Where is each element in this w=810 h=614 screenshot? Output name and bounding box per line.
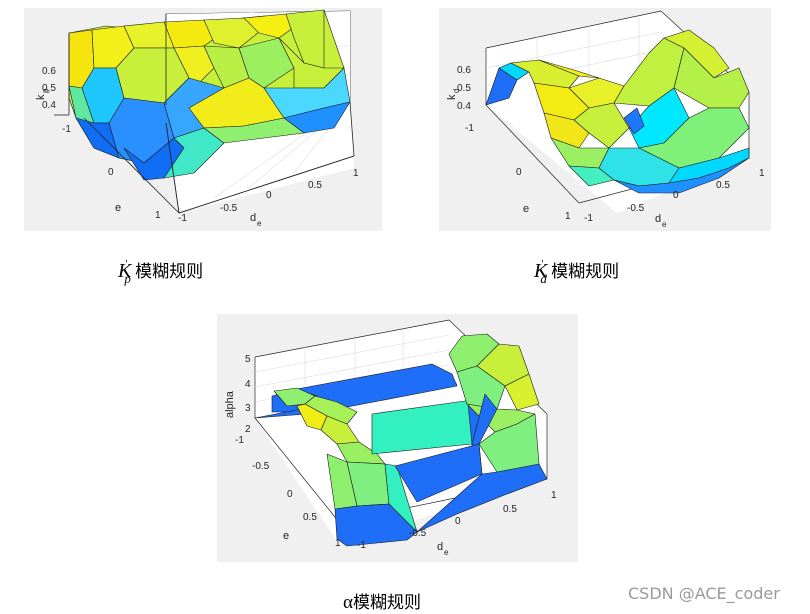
- alpha-caption: α模糊规则: [343, 588, 421, 614]
- kp-caption-sup: ': [125, 258, 128, 270]
- alpha-y-tick-3: 0.5: [303, 512, 317, 523]
- kd-y-label: e: [523, 203, 529, 215]
- kd-z-tick-1: 0.5: [457, 83, 471, 94]
- kp-x-tick-3: 0.5: [308, 180, 322, 191]
- kp-surface-svg: 0.6 0.5 0.4 k p -1 0 1 e -1 -0.5 0 0.5 1…: [35, 9, 359, 228]
- kp-y-label: e: [115, 202, 121, 214]
- alpha-z-tick-2: 3: [245, 403, 251, 414]
- kd-caption: K'd 模糊规则: [534, 257, 620, 286]
- kd-z-tick-2: 0.4: [457, 101, 471, 112]
- kd-x-label-sub: e: [662, 220, 667, 229]
- kd-x-tick-3: 0.5: [716, 180, 730, 191]
- alpha-surface-svg: 5 4 3 2 alpha -1 -0.5 0 0.5 1 e -1 -0.5 …: [224, 319, 557, 557]
- kp-y-tick-2: 1: [155, 210, 161, 221]
- kd-y-tick-0: -1: [465, 123, 474, 134]
- kp-caption: K'p 模糊规则: [118, 257, 204, 286]
- kp-x-label: d: [250, 212, 256, 224]
- kd-surface-plot: 0.6 0.5 0.4 k d -1 0 1 e -1 -0.5 0 0.5 1…: [439, 8, 771, 231]
- kp-x-tick-1: -0.5: [220, 203, 238, 214]
- alpha-z-tick-3: 2: [245, 424, 251, 435]
- kp-y-tick-1: 0: [108, 167, 114, 178]
- kd-x-tick-1: -0.5: [627, 203, 645, 214]
- kp-x-tick-0: -1: [178, 213, 187, 224]
- kd-y-tick-2: 1: [565, 211, 571, 222]
- kp-z-tick-1: 0.5: [42, 83, 56, 94]
- kd-surface-svg: 0.6 0.5 0.4 k d -1 0 1 e -1 -0.5 0 0.5 1…: [446, 10, 765, 229]
- alpha-x-tick-4: 1: [551, 490, 557, 501]
- kp-z-tick-0: 0.6: [42, 66, 56, 77]
- alpha-y-tick-1: -0.5: [252, 461, 270, 472]
- alpha-x-label: d: [437, 541, 443, 553]
- alpha-y-tick-4: 1: [335, 538, 341, 549]
- kp-y-tick-0: -1: [62, 124, 71, 135]
- kd-z-label: k: [446, 94, 458, 100]
- watermark: CSDN @ACE_coder: [628, 584, 780, 603]
- kp-x-tick-4: 1: [353, 168, 359, 179]
- alpha-caption-text: 模糊规则: [352, 593, 421, 612]
- alpha-caption-symbol: α: [343, 592, 353, 613]
- kp-caption-symbol: K: [118, 260, 132, 282]
- alpha-y-tick-0: -1: [235, 435, 244, 446]
- alpha-x-tick-3: 0.5: [503, 504, 517, 515]
- kp-z-label-sub: p: [41, 88, 50, 93]
- kp-caption-sub: p: [124, 271, 131, 286]
- kd-x-tick-2: 0: [673, 190, 679, 201]
- kd-z-tick-0: 0.6: [457, 65, 471, 76]
- alpha-z-tick-1: 4: [245, 379, 251, 390]
- alpha-surface-plot: 5 4 3 2 alpha -1 -0.5 0 0.5 1 e -1 -0.5 …: [217, 314, 578, 562]
- alpha-y-label: e: [283, 530, 289, 542]
- alpha-x-tick-2: 0: [455, 516, 461, 527]
- alpha-z-label: alpha: [224, 390, 236, 418]
- kp-surface-plot: 0.6 0.5 0.4 k p -1 0 1 e -1 -0.5 0 0.5 1…: [24, 8, 382, 231]
- kd-x-tick-4: 1: [759, 168, 765, 179]
- alpha-z-tick-0: 5: [245, 354, 251, 365]
- kp-caption-text: 模糊规则: [135, 262, 204, 281]
- kd-z-label-sub: d: [452, 89, 461, 93]
- kd-x-label: d: [655, 213, 661, 225]
- kp-z-label: k: [35, 94, 47, 100]
- alpha-y-tick-2: 0: [287, 489, 293, 500]
- alpha-x-tick-1: -0.5: [409, 528, 427, 539]
- kd-x-tick-0: -1: [584, 213, 593, 224]
- alpha-x-label-sub: e: [444, 548, 449, 557]
- kd-caption-text: 模糊规则: [551, 262, 620, 281]
- kp-z-tick-2: 0.4: [42, 100, 56, 111]
- kd-caption-symbol: K: [534, 260, 548, 282]
- kd-y-tick-1: 0: [516, 167, 522, 178]
- kd-caption-sub: d: [540, 271, 547, 286]
- kd-caption-sup: ': [541, 258, 544, 270]
- kp-x-tick-2: 0: [266, 190, 272, 201]
- kp-x-label-sub: e: [257, 219, 262, 228]
- alpha-x-tick-0: -1: [357, 540, 366, 551]
